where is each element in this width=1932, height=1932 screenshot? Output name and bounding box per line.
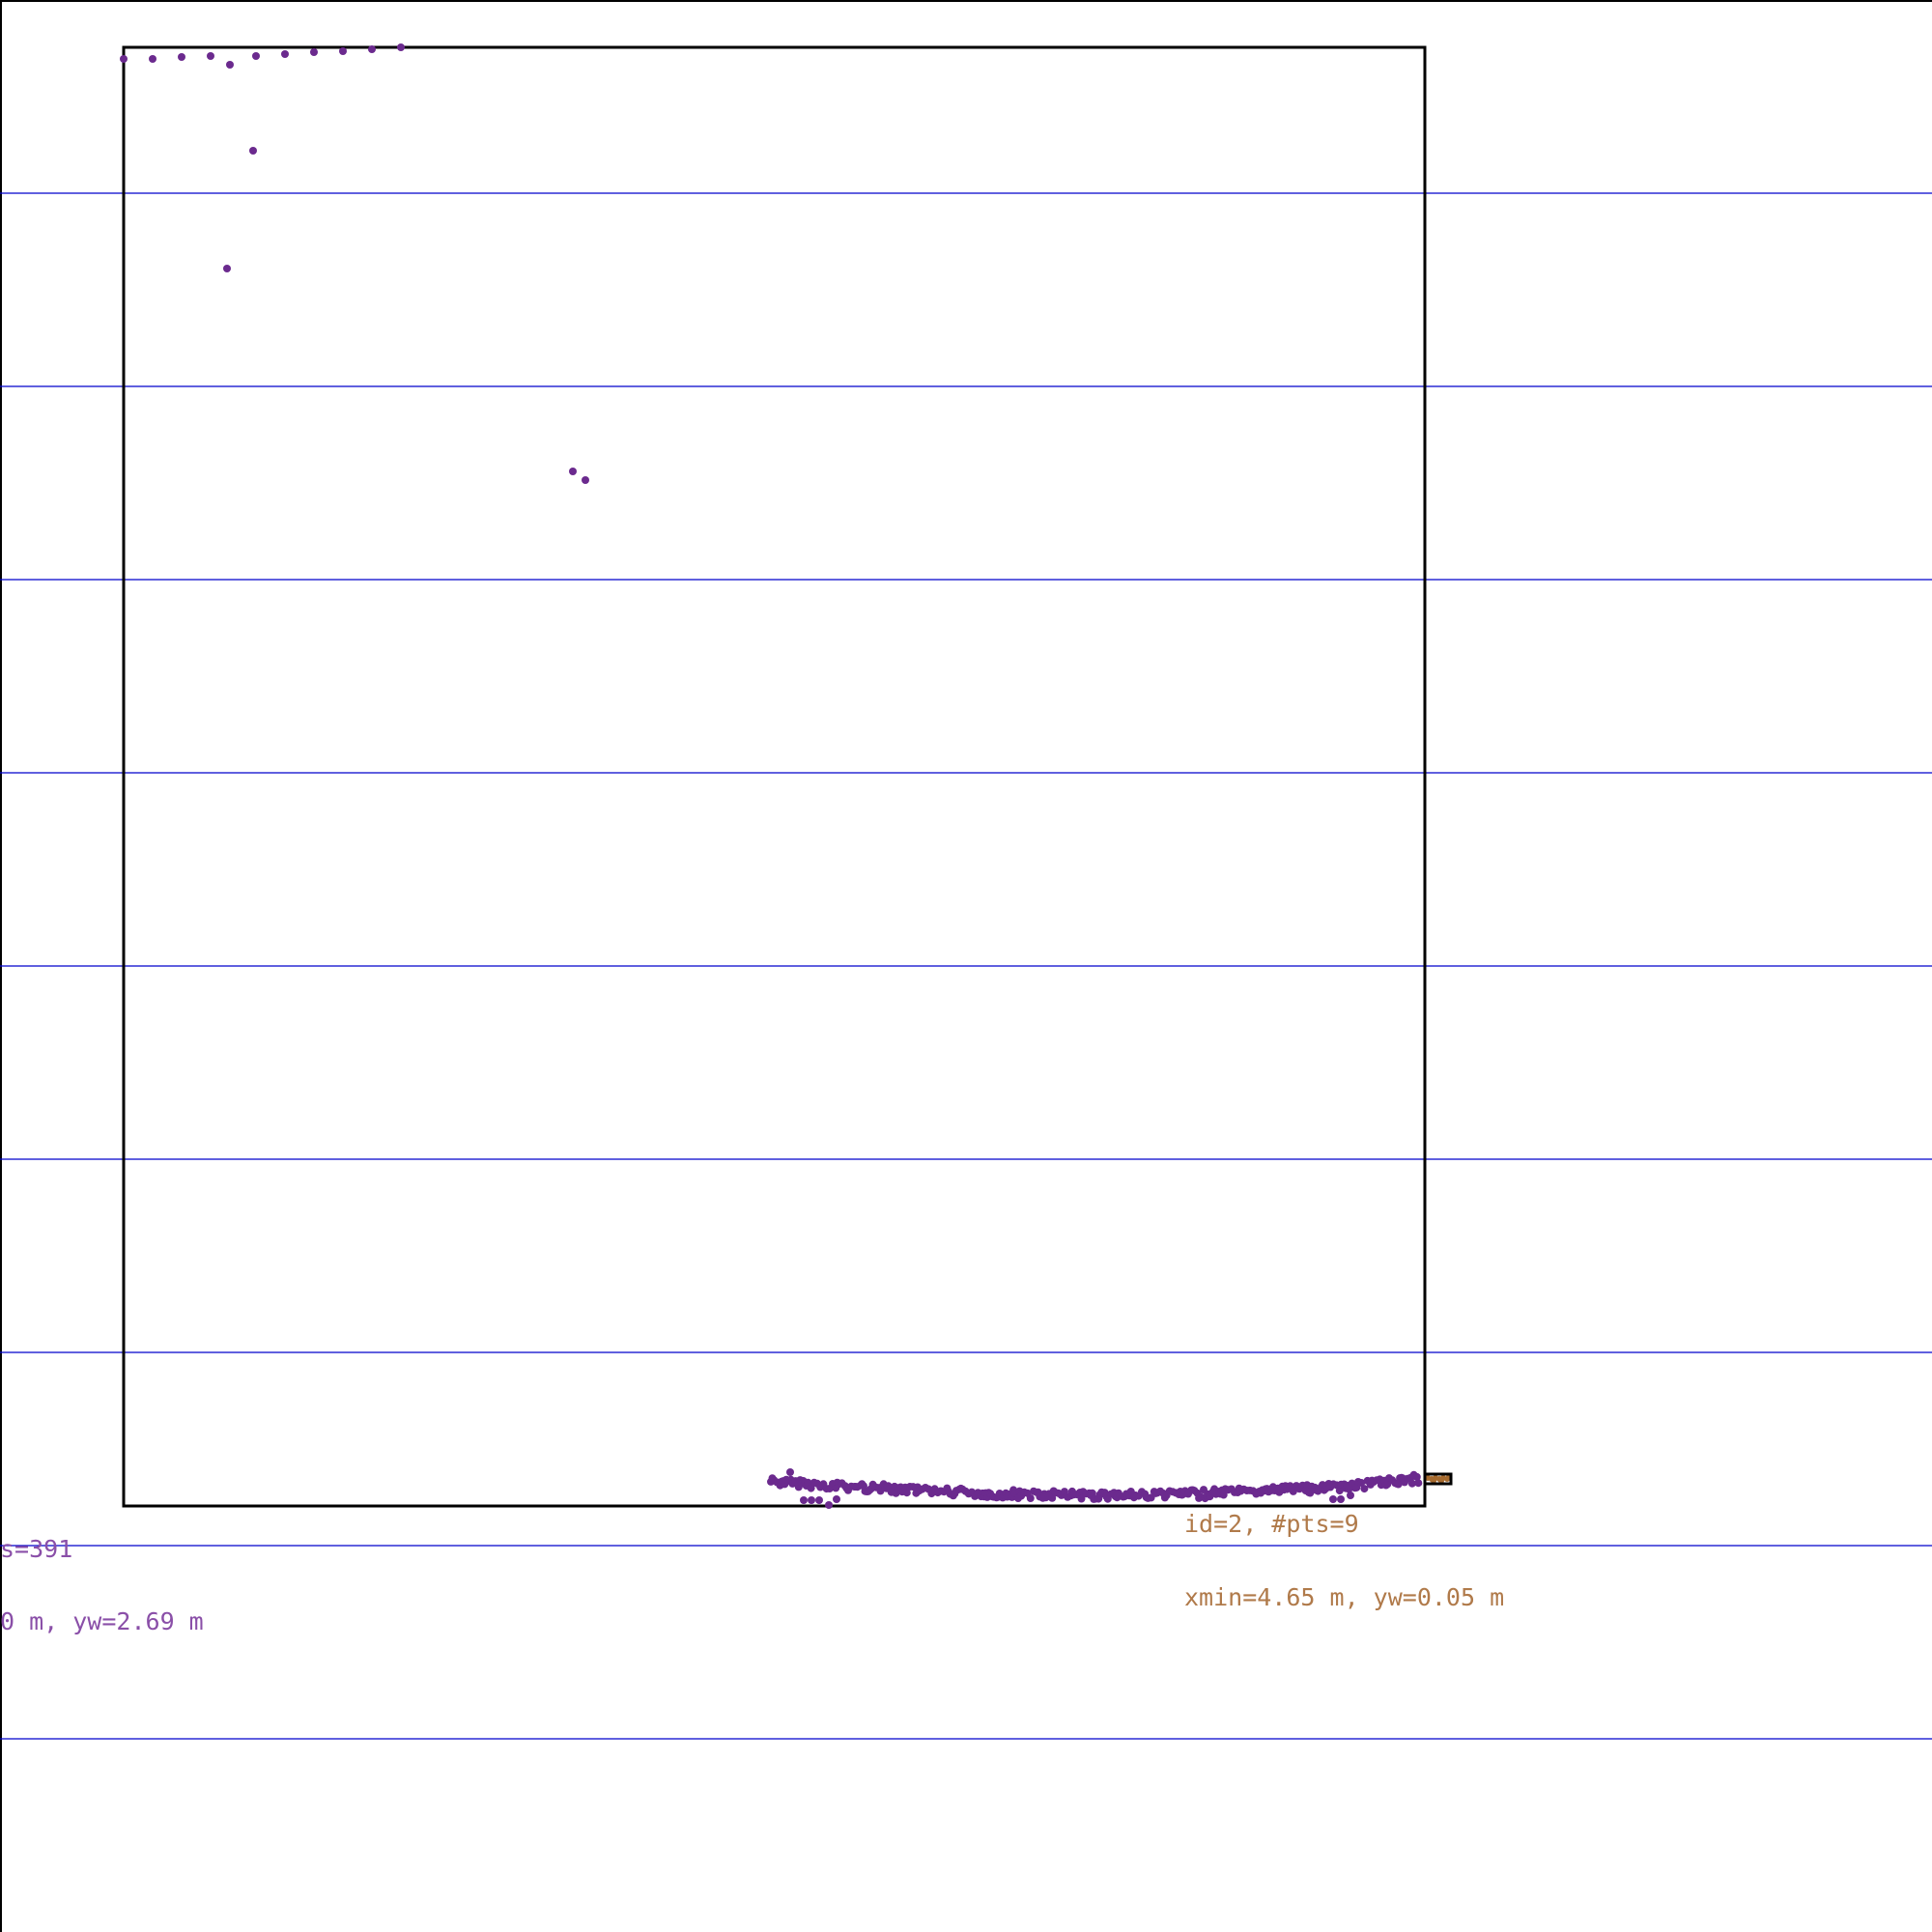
cluster-1-point <box>207 52 214 60</box>
cluster-1-point <box>310 48 318 56</box>
cluster-1-point <box>815 1496 823 1504</box>
cluster-1-point <box>833 1495 840 1503</box>
cluster-1-point <box>804 1478 812 1487</box>
cluster-1-bounding-box <box>122 45 1427 1508</box>
cluster-1-point <box>902 1489 911 1497</box>
cluster-1-point <box>1357 1479 1366 1487</box>
cluster-1-point <box>808 1496 815 1504</box>
cluster-1-point <box>120 55 128 63</box>
cluster-1-point <box>1347 1492 1354 1499</box>
cluster-1-point <box>149 55 156 63</box>
cluster-1-point <box>1337 1495 1345 1503</box>
cluster-2-label-count: id=2, #pts=9 <box>1184 1510 1359 1538</box>
cluster-1-point <box>397 43 405 51</box>
cluster-1-point <box>1414 1479 1423 1488</box>
cluster-1-label-extent: 0 m, yw=2.69 m <box>0 1607 204 1635</box>
cluster-1-point <box>1360 1485 1369 1493</box>
cluster-1-point <box>1077 1494 1086 1503</box>
cluster-1-point <box>281 50 289 58</box>
cluster-1-point <box>368 45 376 53</box>
cluster-1-point <box>1407 1479 1416 1488</box>
cluster-1-point <box>800 1496 808 1504</box>
cluster-1-label-count: s=391 <box>0 1535 72 1563</box>
cluster-1-point <box>786 1468 794 1476</box>
cluster-1-point <box>825 1501 833 1509</box>
cluster-2-label-extent: xmin=4.65 m, yw=0.05 m <box>1184 1583 1504 1611</box>
cluster-1-point <box>249 147 257 155</box>
cluster-1-point <box>1394 1480 1403 1489</box>
cluster-1-point <box>339 47 347 55</box>
cluster-1-point <box>1412 1472 1421 1481</box>
cluster-1-points <box>120 43 1423 1509</box>
cluster-1-point <box>582 476 589 484</box>
cluster-1-point <box>1335 1487 1344 1495</box>
cluster-1-point <box>1219 1491 1228 1499</box>
cluster-1-point <box>1345 1485 1353 1493</box>
cluster-1-point <box>252 52 260 60</box>
cluster-1-point <box>1329 1495 1337 1503</box>
cluster-1-point <box>226 61 234 69</box>
cluster-1-point <box>178 53 185 61</box>
horizontal-grid-lines <box>0 192 1932 1740</box>
cluster-1-point <box>1026 1494 1035 1502</box>
cluster-1-point <box>1306 1489 1315 1497</box>
cluster-1-point <box>569 468 577 475</box>
cluster-1-point <box>223 265 231 272</box>
cluster-2-bounding-box <box>1423 1472 1453 1486</box>
